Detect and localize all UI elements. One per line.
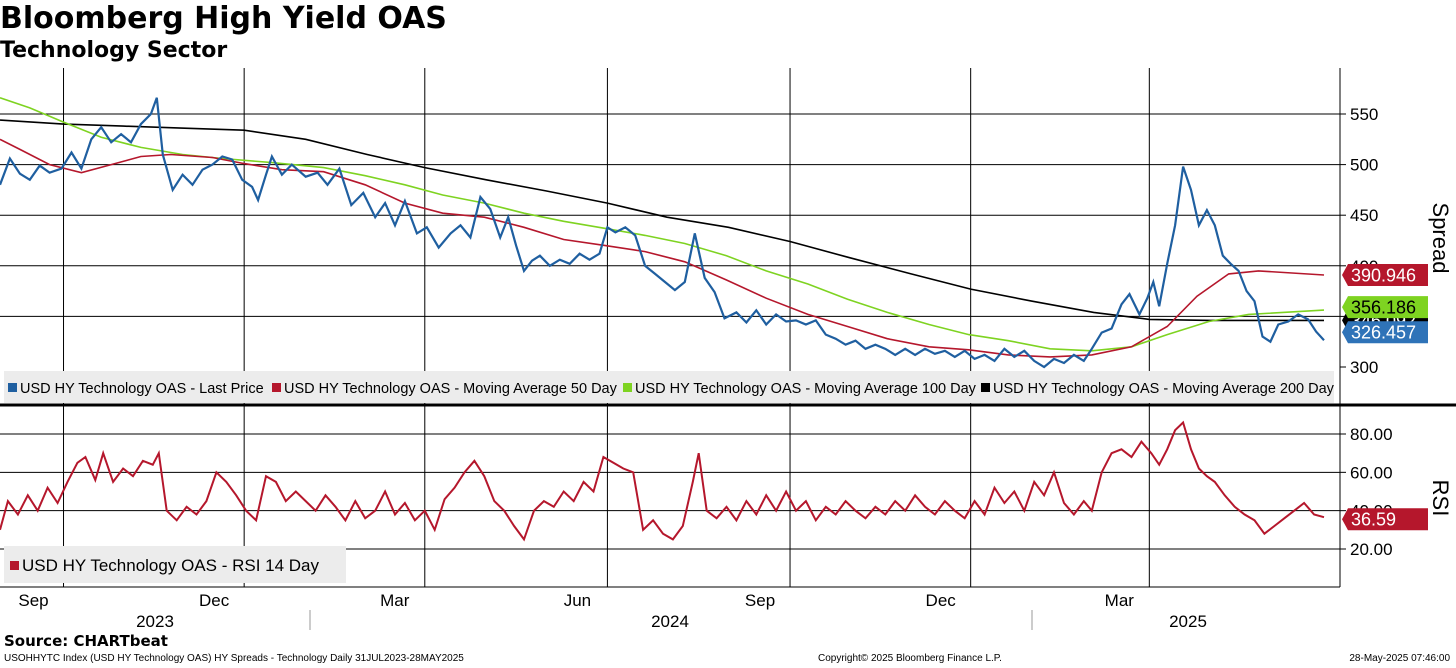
last-price-value-tag-text: 326.457 <box>1351 323 1416 343</box>
legend-label: USD HY Technology OAS - Moving Average 1… <box>635 381 977 397</box>
rsi-value-tag-bg <box>1342 508 1428 531</box>
ma100-value-tag-text: 356.186 <box>1351 298 1416 318</box>
last-price-line <box>0 97 1325 369</box>
x-month-tick-label: Dec <box>199 591 230 610</box>
rsi-tick-label: 80.00 <box>1350 425 1393 444</box>
ma50-line <box>0 138 1325 358</box>
rsi-tick-label: 20.00 <box>1350 540 1393 559</box>
legend-swatch <box>981 383 990 392</box>
legend-label: USD HY Technology OAS - Moving Average 2… <box>993 381 1335 397</box>
legend-box <box>4 371 1334 403</box>
timestamp: 28-May-2025 07:46:00 <box>1349 653 1450 664</box>
ma50-value-tag-bg <box>1342 263 1428 286</box>
rsi-legend-swatch <box>10 561 19 570</box>
ticker-info: USOHHYTC Index (USD HY Technology OAS) H… <box>4 653 464 664</box>
x-month-tick-label: Mar <box>380 591 410 610</box>
legend-swatch <box>623 383 632 392</box>
ma100-line <box>0 97 1325 352</box>
series-lines <box>0 97 1325 542</box>
rsi-legend-label: USD HY Technology OAS - RSI 14 Day <box>22 556 320 575</box>
legends: USD HY Technology OAS - Last Price USD HY… <box>4 371 1335 583</box>
x-year-label: 2023 <box>136 612 174 631</box>
rsi-tick-label: 60.00 <box>1350 463 1393 482</box>
legend-swatch <box>8 383 17 392</box>
legend-swatch <box>272 383 281 392</box>
ma200-line <box>0 119 1324 322</box>
ma100-value-tag-bg <box>1342 296 1428 319</box>
x-month-tick-label: Sep <box>18 591 48 610</box>
x-month-tick-label: Dec <box>926 591 957 610</box>
x-month-tick-label: Mar <box>1105 591 1135 610</box>
last-price-value-tag-bg <box>1342 321 1428 344</box>
rsi-legend-box <box>4 546 346 583</box>
spread-tick-label: 450 <box>1350 206 1378 225</box>
copyright-note: Copyright© 2025 Bloomberg Finance L.P. <box>818 653 1002 664</box>
x-month-tick-label: Sep <box>745 591 775 610</box>
last-price-value-tag: 326.457 <box>1342 321 1428 344</box>
rsi-value-tag: 36.59 <box>1342 508 1428 531</box>
x-year-label: 2024 <box>651 612 689 631</box>
x-month-tick-label: Jun <box>564 591 591 610</box>
ma50-value-tag: 390.946 <box>1342 263 1428 286</box>
rsi-line <box>0 420 1325 542</box>
spread-tick-label: 550 <box>1350 105 1378 124</box>
legend-label: USD HY Technology OAS - Last Price <box>20 381 264 397</box>
ma50-value-tag-text: 390.946 <box>1351 265 1416 285</box>
legend-label: USD HY Technology OAS - Moving Average 5… <box>284 381 618 397</box>
spread-tick-label: 300 <box>1350 358 1378 377</box>
x-year-label: 2025 <box>1169 612 1207 631</box>
chart-title: Bloomberg High Yield OAS <box>0 1 447 36</box>
spread-tick-label: 500 <box>1350 156 1378 175</box>
rsi-value-tag-text: 36.59 <box>1351 510 1396 530</box>
chart-subtitle: Technology Sector <box>0 38 228 63</box>
spread-axis-title: Spread <box>1428 203 1453 274</box>
source-note: Source: CHARTbeat <box>4 632 168 650</box>
ma100-value-tag: 356.186 <box>1342 296 1428 319</box>
rsi-axis-title: RSI <box>1428 480 1453 517</box>
